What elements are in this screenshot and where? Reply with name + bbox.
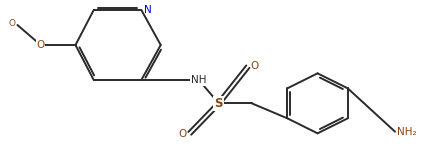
Text: S: S bbox=[215, 97, 223, 110]
Text: O: O bbox=[251, 61, 259, 71]
Text: O: O bbox=[37, 40, 45, 50]
Text: O: O bbox=[9, 19, 15, 29]
Text: O: O bbox=[178, 129, 187, 139]
Text: NH: NH bbox=[191, 75, 206, 85]
Text: N: N bbox=[144, 5, 152, 15]
Text: NH₂: NH₂ bbox=[397, 127, 417, 137]
